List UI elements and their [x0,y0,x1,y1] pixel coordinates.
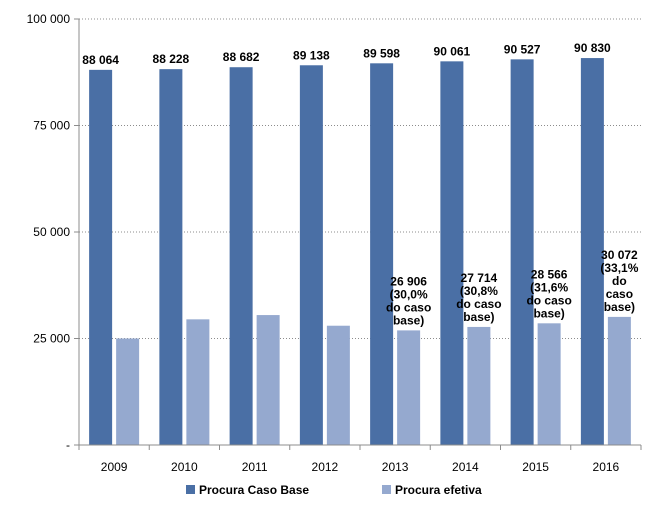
bar-procura-caso-base-2016 [580,58,604,445]
y-tick-label: 25 000 [33,332,70,346]
bar-procura-efetiva-2016 [607,316,631,445]
data-label: base) [393,313,424,327]
data-label: 27 714 [461,271,498,285]
bar-procura-caso-base-2012 [299,65,323,445]
x-tick-label: 2014 [452,460,479,474]
x-tick-label: 2015 [522,460,549,474]
data-label: 88 228 [153,52,190,66]
bar-procura-efetiva-2012 [326,325,350,445]
bar-procura-efetiva-2015 [537,323,561,445]
bar-procura-efetiva-2009 [116,338,140,445]
data-label: do caso [386,300,431,314]
data-label: 90 527 [504,42,541,56]
data-label: 28 566 [531,267,568,281]
data-label: 88 682 [223,50,260,64]
data-label: 30 072 [601,248,638,262]
bar-procura-caso-base-2014 [440,61,464,445]
x-tick-label: 2009 [101,460,128,474]
data-label: do caso [526,293,571,307]
legend: Procura Caso Base Procura efetiva [186,483,482,497]
data-label: do caso [456,297,501,311]
y-tick-label: - [66,438,70,452]
bar-procura-efetiva-2011 [256,315,280,445]
data-label: (30,8% [460,284,498,298]
legend-swatch [186,485,195,494]
data-label: 90 830 [574,41,611,55]
bar-procura-caso-base-2013 [370,63,394,445]
y-tick-label: 75 000 [33,119,70,133]
x-tick-label: 2011 [242,460,268,474]
data-label: caso [606,287,633,301]
data-label: (31,6% [530,280,568,294]
bar-procura-efetiva-2014 [467,326,491,445]
data-label: 90 061 [434,44,471,58]
x-tick-label: 2012 [312,460,339,474]
data-label: (30,0% [390,287,428,301]
bar-procura-caso-base-2009 [89,69,113,446]
x-axis: 2009 2010 2011 2012 2013 2014 2015 2016 [78,444,642,474]
legend-swatch [382,485,391,494]
bar-procura-caso-base-2011 [229,67,253,445]
data-label: base) [604,300,635,314]
data-label: base) [533,306,564,320]
data-label: (33,1% [600,261,638,275]
x-tick-label: 2016 [593,460,620,474]
bar-procura-caso-base-2015 [510,59,534,445]
data-label: base) [463,310,494,324]
bar-procura-efetiva-2010 [186,319,210,445]
data-label: 88 064 [82,53,119,67]
y-tick-label: 100 000 [27,12,71,26]
y-tick-label: 50 000 [33,225,70,239]
data-label: do [612,274,627,288]
x-tick-label: 2010 [171,460,198,474]
data-label: 89 598 [363,46,400,60]
data-label: 26 906 [390,274,427,288]
bar-procura-efetiva-2013 [397,330,421,445]
legend-label: Procura efetiva [395,483,482,497]
data-label: 89 138 [293,48,330,62]
bar-procura-caso-base-2010 [159,69,183,446]
x-tick-label: 2013 [382,460,409,474]
bars [89,58,631,446]
y-axis: 100 000 75 000 50 000 25 000 - [27,12,80,452]
legend-label: Procura Caso Base [199,483,309,497]
